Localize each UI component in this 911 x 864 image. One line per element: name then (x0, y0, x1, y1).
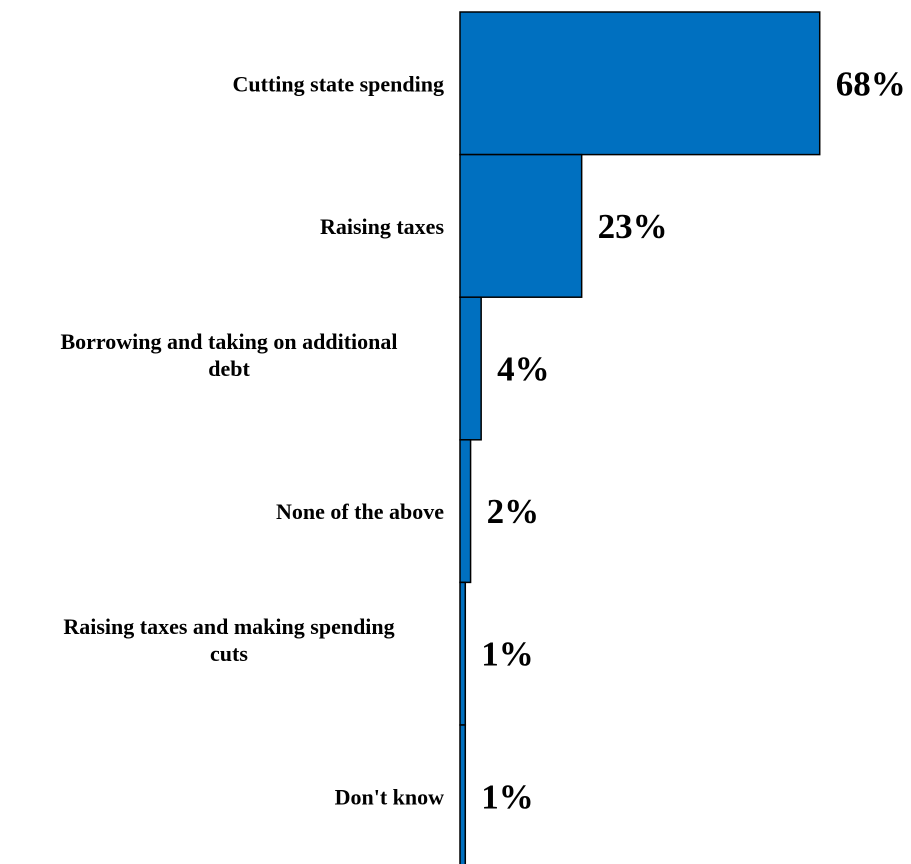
bar-2 (459, 296, 482, 441)
bar-3 (459, 439, 472, 584)
bar-0 (459, 11, 821, 156)
value-label-5: 1% (481, 777, 534, 816)
value-label-1: 23% (598, 207, 668, 246)
category-label-5: Don't know (335, 784, 445, 809)
category-label-4: Raising taxes and making spending cuts (63, 614, 394, 666)
category-labels-group: Cutting state spending Raising taxes Borro… (60, 71, 444, 809)
bar-1 (459, 153, 583, 298)
bars-group (459, 11, 821, 864)
category-label-2-line-1: debt (208, 356, 250, 381)
category-label-3: None of the above (276, 499, 444, 524)
value-label-2: 4% (497, 350, 550, 389)
bar-4 (459, 581, 467, 726)
category-label-4-line-0: Raising taxes and making spending (63, 614, 394, 639)
category-label-4-line-1: cuts (210, 641, 248, 666)
value-labels-group: 68% 23% 4% 2% 1% 1% (481, 64, 905, 816)
category-label-1: Raising taxes (320, 214, 445, 239)
value-label-4: 1% (481, 635, 534, 674)
category-label-2-line-0: Borrowing and taking on additional (60, 329, 397, 354)
value-label-0: 68% (836, 64, 906, 103)
category-label-0: Cutting state spending (233, 71, 444, 96)
category-label-2: Borrowing and taking on additional debt (60, 329, 397, 381)
value-label-3: 2% (487, 492, 539, 531)
bar-5 (459, 724, 467, 864)
